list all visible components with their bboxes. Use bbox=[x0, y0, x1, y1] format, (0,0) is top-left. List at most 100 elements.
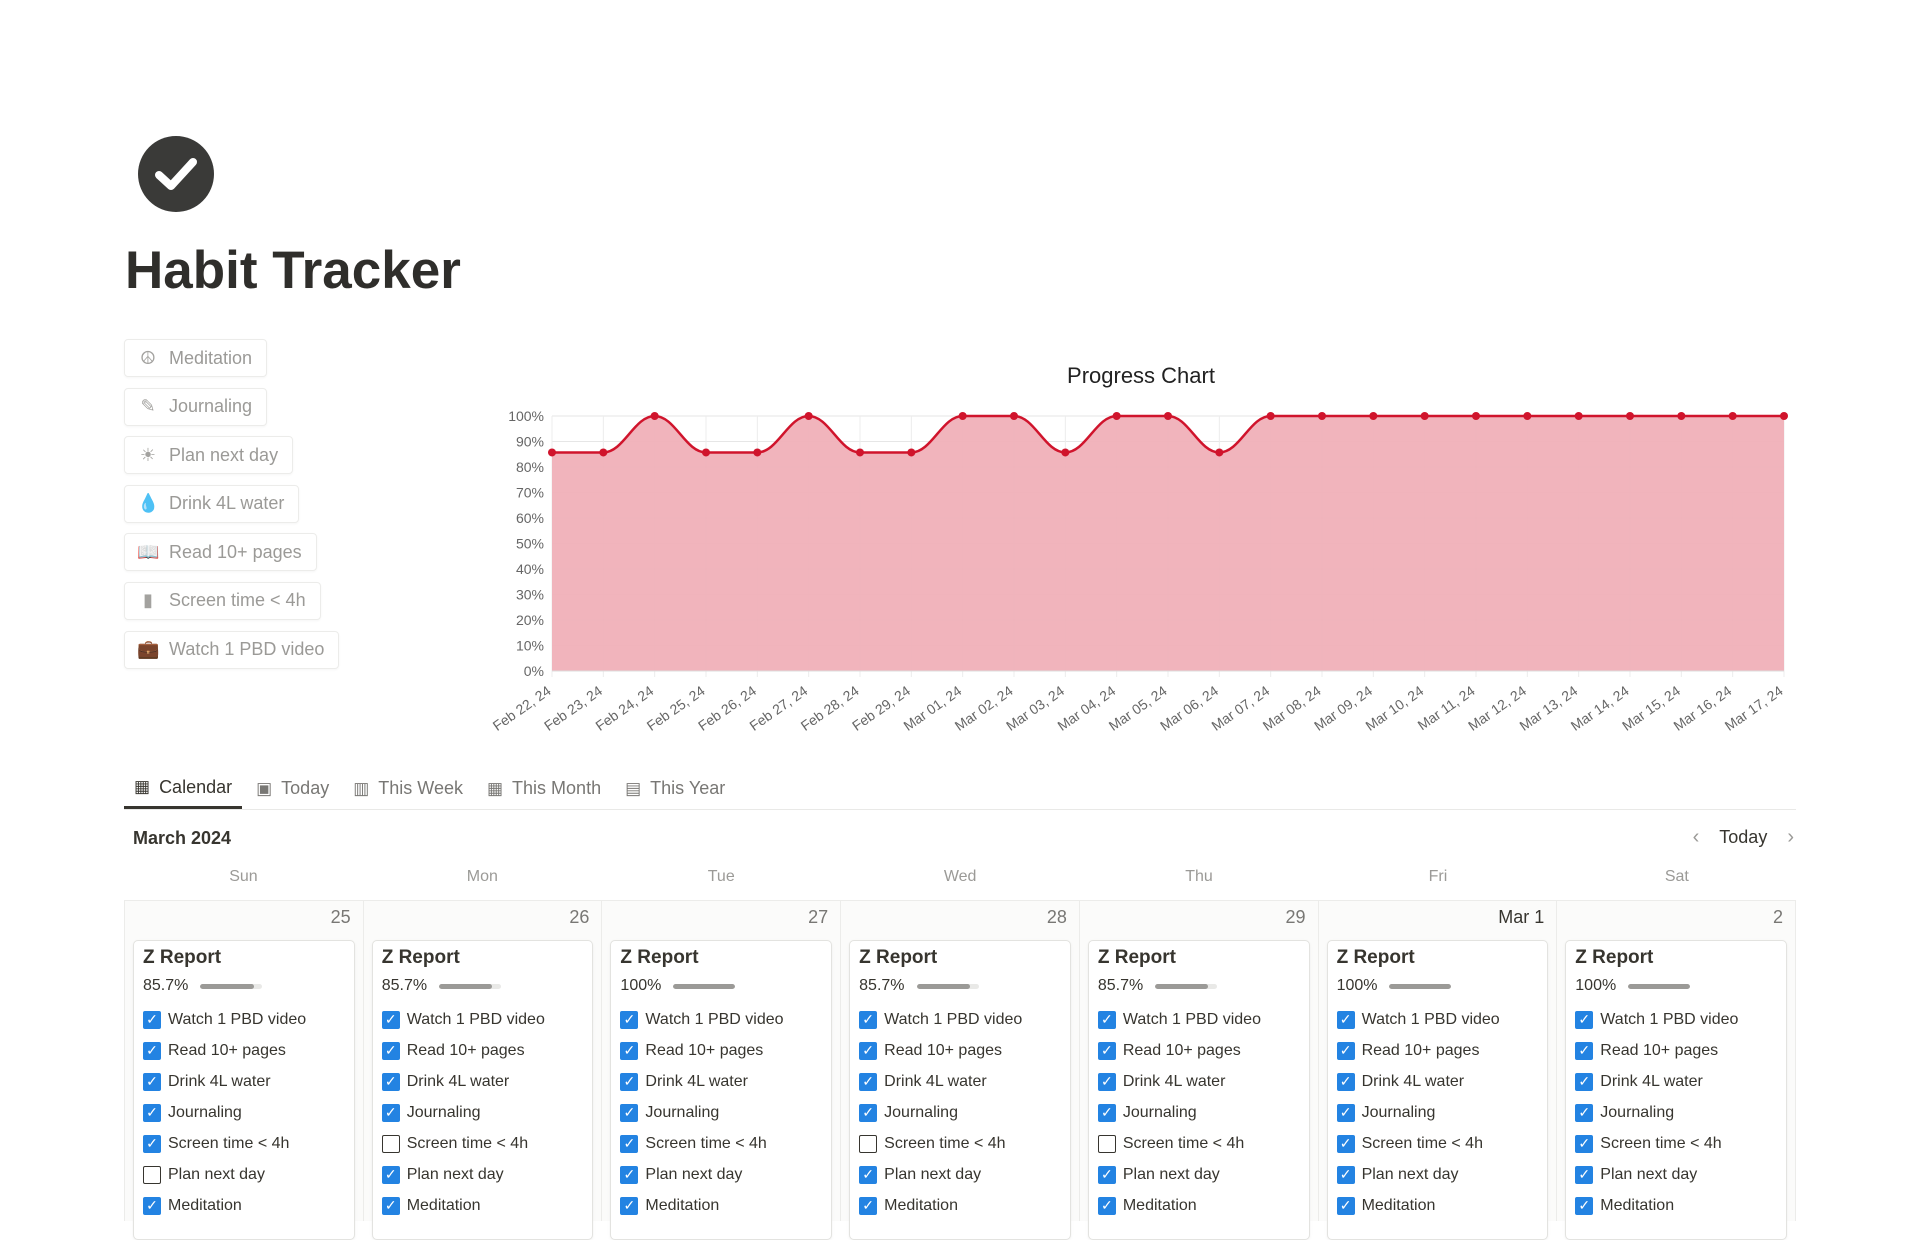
checklist-item: ✓ Drink 4L water bbox=[1575, 1066, 1777, 1097]
checkbox[interactable]: ✓ bbox=[143, 1010, 161, 1029]
checkbox[interactable]: ✓ bbox=[381, 1010, 400, 1029]
report-card[interactable]: Z Report 100% ✓ Watch 1 PBD video ✓ Read 10+ … bbox=[610, 940, 833, 1240]
habit-button[interactable]: ✎ Journaling bbox=[124, 387, 268, 426]
checkbox[interactable]: ✓ bbox=[620, 1134, 639, 1153]
checkbox[interactable]: ✓ bbox=[143, 1103, 161, 1122]
checkbox[interactable]: ✓ bbox=[620, 1103, 639, 1122]
checkbox[interactable] bbox=[859, 1134, 878, 1153]
data-point bbox=[804, 412, 813, 420]
progress-fill bbox=[1155, 983, 1209, 989]
checkbox[interactable]: ✓ bbox=[381, 1165, 400, 1184]
item-label: Read 10+ pages bbox=[406, 1041, 525, 1059]
checkbox[interactable]: ✓ bbox=[1336, 1010, 1355, 1029]
item-label: Watch 1 PBD video bbox=[1361, 1010, 1500, 1028]
habit-button[interactable]: ☮ Meditation bbox=[124, 339, 268, 377]
report-card[interactable]: Z Report 85.7% ✓ Watch 1 PBD video ✓ Read 10+… bbox=[133, 940, 355, 1240]
card-title: Z Report bbox=[381, 947, 460, 968]
checkbox[interactable]: ✓ bbox=[1336, 1072, 1355, 1091]
checkbox[interactable]: ✓ bbox=[1336, 1134, 1355, 1153]
checklist-item: ✓ Plan next day bbox=[1336, 1159, 1539, 1190]
checkbox[interactable]: ✓ bbox=[381, 1196, 400, 1215]
checkbox[interactable]: ✓ bbox=[859, 1010, 878, 1029]
checkbox[interactable]: ✓ bbox=[1575, 1010, 1594, 1029]
checkbox[interactable]: ✓ bbox=[143, 1134, 161, 1153]
checkbox[interactable]: ✓ bbox=[1097, 1041, 1116, 1060]
checkbox[interactable] bbox=[143, 1165, 161, 1184]
checkbox[interactable]: ✓ bbox=[1097, 1010, 1116, 1029]
report-card[interactable]: Z Report 100% ✓ Watch 1 PBD video ✓ Read 10+ … bbox=[1565, 940, 1787, 1240]
checklist-item: ✓ Journaling bbox=[1575, 1097, 1777, 1128]
habit-button[interactable]: ☀ Plan next day bbox=[124, 436, 294, 475]
checkbox[interactable]: ✓ bbox=[620, 1072, 639, 1091]
tab-this-year[interactable]: ▤ This Year bbox=[615, 768, 735, 809]
checkbox[interactable]: ✓ bbox=[1575, 1196, 1594, 1215]
checkbox[interactable] bbox=[381, 1134, 400, 1153]
item-label: Drink 4L water bbox=[645, 1072, 748, 1090]
next-icon[interactable]: › bbox=[1787, 826, 1794, 848]
checkbox[interactable]: ✓ bbox=[1097, 1196, 1116, 1215]
checklist-item: ✓ Read 10+ pages bbox=[620, 1035, 822, 1066]
checkbox[interactable]: ✓ bbox=[1336, 1165, 1355, 1184]
checkbox[interactable]: ✓ bbox=[1336, 1196, 1355, 1215]
checkbox[interactable]: ✓ bbox=[859, 1165, 878, 1184]
tab-label: This Week bbox=[378, 778, 463, 798]
checkbox[interactable]: ✓ bbox=[143, 1072, 161, 1091]
checklist-item: ✓ Drink 4L water bbox=[1097, 1066, 1300, 1097]
report-card[interactable]: Z Report 85.7% ✓ Watch 1 PBD video ✓ Read 10+… bbox=[371, 940, 594, 1240]
checkbox[interactable]: ✓ bbox=[381, 1103, 400, 1122]
prev-icon[interactable]: ‹ bbox=[1692, 826, 1700, 848]
checklist-item: ✓ Watch 1 PBD video bbox=[1097, 1004, 1300, 1035]
habit-button[interactable]: 💼 Watch 1 PBD video bbox=[124, 630, 340, 669]
checkbox[interactable]: ✓ bbox=[1097, 1165, 1116, 1184]
habit-button[interactable]: 📖 Read 10+ pages bbox=[124, 533, 317, 572]
checkbox[interactable]: ✓ bbox=[1575, 1041, 1594, 1060]
checkbox[interactable]: ✓ bbox=[1336, 1103, 1355, 1122]
checklist-item: ✓ Journaling bbox=[1336, 1097, 1539, 1128]
checkbox[interactable] bbox=[1097, 1134, 1116, 1153]
tab-today[interactable]: ▣ Today bbox=[246, 768, 339, 809]
checkbox[interactable]: ✓ bbox=[859, 1041, 878, 1060]
report-card[interactable]: Z Report 100% ✓ Watch 1 PBD video ✓ Read 10+ … bbox=[1326, 940, 1549, 1240]
checkbox[interactable]: ✓ bbox=[859, 1072, 878, 1091]
report-card[interactable]: Z Report 85.7% ✓ Watch 1 PBD video ✓ Read 10+… bbox=[849, 940, 1071, 1240]
habit-button[interactable]: 💧 Drink 4L water bbox=[124, 484, 300, 523]
checkbox[interactable]: ✓ bbox=[1575, 1165, 1594, 1184]
today-button[interactable]: Today bbox=[1719, 827, 1768, 847]
checkbox[interactable]: ✓ bbox=[381, 1072, 400, 1091]
checkbox[interactable]: ✓ bbox=[1575, 1103, 1594, 1122]
checkbox[interactable]: ✓ bbox=[620, 1010, 639, 1029]
report-card[interactable]: Z Report 85.7% ✓ Watch 1 PBD video ✓ Read 10+… bbox=[1087, 940, 1310, 1240]
item-label: Read 10+ pages bbox=[1361, 1041, 1480, 1059]
habit-button[interactable]: ▮ Screen time < 4h bbox=[124, 581, 321, 620]
progress-percent: 85.7% bbox=[859, 977, 905, 994]
checkbox[interactable]: ✓ bbox=[1336, 1041, 1355, 1060]
checkbox[interactable]: ✓ bbox=[859, 1196, 878, 1215]
check-circle-icon bbox=[138, 136, 214, 212]
checkbox[interactable]: ✓ bbox=[620, 1196, 639, 1215]
item-label: Meditation bbox=[1361, 1196, 1436, 1214]
progress-percent: 100% bbox=[1336, 977, 1378, 994]
item-label: Meditation bbox=[168, 1196, 242, 1214]
data-point bbox=[1369, 412, 1378, 420]
day-number: 2 bbox=[1772, 907, 1783, 927]
checklist-item: ✓ Watch 1 PBD video bbox=[620, 1004, 822, 1035]
chart-title: Progress Chart bbox=[1067, 363, 1215, 388]
tab-this-week[interactable]: ▥ This Week bbox=[343, 768, 473, 809]
checkbox[interactable]: ✓ bbox=[143, 1041, 161, 1060]
item-label: Meditation bbox=[884, 1196, 958, 1214]
y-tick-label: 60% bbox=[516, 510, 544, 526]
tab-this-month[interactable]: ▦ This Month bbox=[477, 768, 611, 809]
checkbox[interactable]: ✓ bbox=[620, 1165, 639, 1184]
checkbox[interactable]: ✓ bbox=[1097, 1103, 1116, 1122]
item-label: Drink 4L water bbox=[1122, 1072, 1226, 1090]
checklist-item: ✓ Read 10+ pages bbox=[1097, 1035, 1300, 1066]
checkbox[interactable]: ✓ bbox=[620, 1041, 639, 1060]
tab-calendar[interactable]: ▦ Calendar bbox=[124, 768, 243, 809]
checkbox[interactable]: ✓ bbox=[143, 1196, 161, 1215]
checkbox[interactable]: ✓ bbox=[1575, 1072, 1594, 1091]
checkbox[interactable]: ✓ bbox=[381, 1041, 400, 1060]
checkbox[interactable]: ✓ bbox=[859, 1103, 878, 1122]
checkbox[interactable]: ✓ bbox=[1575, 1134, 1594, 1153]
checkbox[interactable]: ✓ bbox=[1097, 1072, 1116, 1091]
item-label: Meditation bbox=[406, 1196, 481, 1214]
